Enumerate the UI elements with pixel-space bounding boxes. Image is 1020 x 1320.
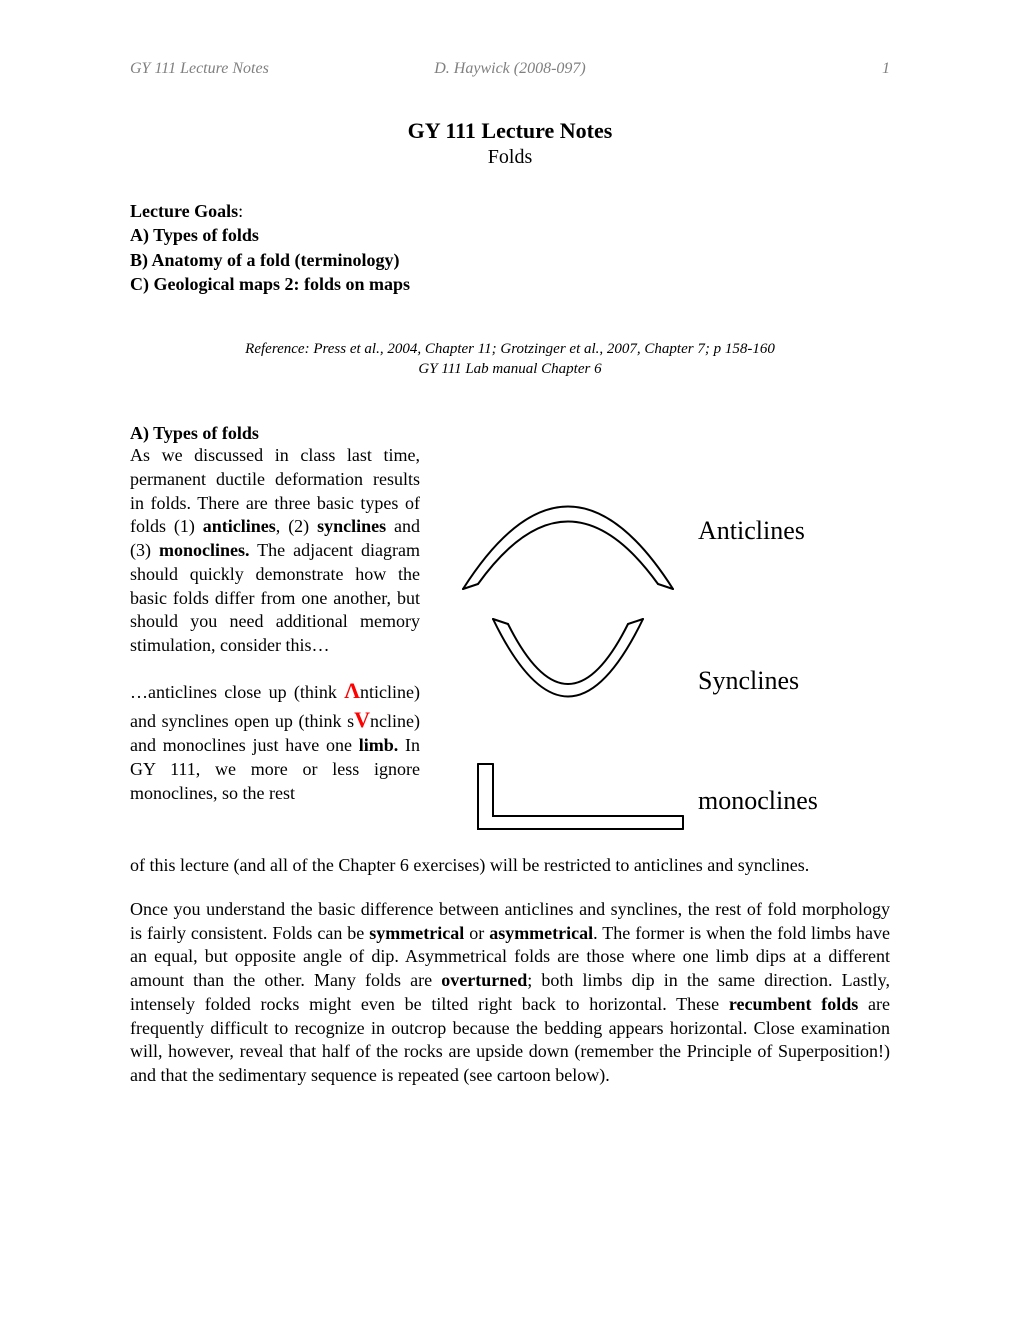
- header-center: D. Haywick (2008-097): [383, 60, 636, 78]
- bold-anticlines: anticlines: [203, 516, 276, 536]
- folds-diagram: Anticlines Synclines monoclines: [438, 444, 890, 854]
- p3-part-b: or: [464, 923, 489, 943]
- bold-limb: limb.: [359, 735, 399, 755]
- lecture-goals: Lecture Goals: A) Types of folds B) Anat…: [130, 199, 890, 296]
- header-left: GY 111 Lecture Notes: [130, 60, 383, 78]
- reference-line-2: GY 111 Lab manual Chapter 6: [418, 361, 601, 377]
- goal-item-a: A) Types of folds: [130, 225, 259, 245]
- anticline-glyph-icon: Λ: [344, 678, 360, 703]
- p1-part-b: , (2): [276, 516, 317, 536]
- syncline-label: Synclines: [698, 666, 799, 695]
- monocline-label: monoclines: [698, 786, 818, 815]
- goal-item-c: C) Geological maps 2: folds on maps: [130, 274, 410, 294]
- paragraph-3: Once you understand the basic difference…: [130, 898, 890, 1088]
- anticline-outer: [463, 507, 673, 590]
- header-page-number: 1: [637, 60, 890, 78]
- bold-recumbent: recumbent folds: [729, 994, 858, 1014]
- bold-symmetrical: symmetrical: [369, 923, 464, 943]
- anticline-inner: [478, 522, 658, 585]
- folds-svg: Anticlines Synclines monoclines: [438, 444, 868, 854]
- bold-synclines: synclines: [317, 516, 386, 536]
- bold-asymmetrical: asymmetrical: [489, 923, 593, 943]
- text-column: As we discussed in class last time, perm…: [130, 444, 420, 854]
- bold-monoclines: monoclines.: [159, 540, 250, 560]
- page-subtitle: Folds: [130, 146, 890, 169]
- syncline-glyph-icon: V: [354, 707, 370, 732]
- monocline-inner: [493, 764, 683, 816]
- section-a-heading: A) Types of folds: [130, 423, 890, 444]
- page-title: GY 111 Lecture Notes: [130, 118, 890, 144]
- reference-line-1: Reference: Press et al., 2004, Chapter 1…: [245, 341, 775, 357]
- goal-item-b: B) Anatomy of a fold (terminology): [130, 250, 399, 270]
- monocline-outer: [478, 764, 683, 829]
- content-with-diagram: As we discussed in class last time, perm…: [130, 444, 890, 854]
- goals-heading: Lecture Goals: [130, 201, 238, 221]
- bold-overturned: overturned: [441, 970, 527, 990]
- p2-part-a: …anticlines close up (think: [130, 682, 344, 702]
- anticline-label: Anticlines: [698, 516, 805, 545]
- reference-block: Reference: Press et al., 2004, Chapter 1…: [130, 340, 890, 379]
- p2-continuation: of this lecture (and all of the Chapter …: [130, 854, 890, 878]
- syncline-inner: [508, 624, 628, 684]
- running-header: GY 111 Lecture Notes D. Haywick (2008-09…: [130, 60, 890, 78]
